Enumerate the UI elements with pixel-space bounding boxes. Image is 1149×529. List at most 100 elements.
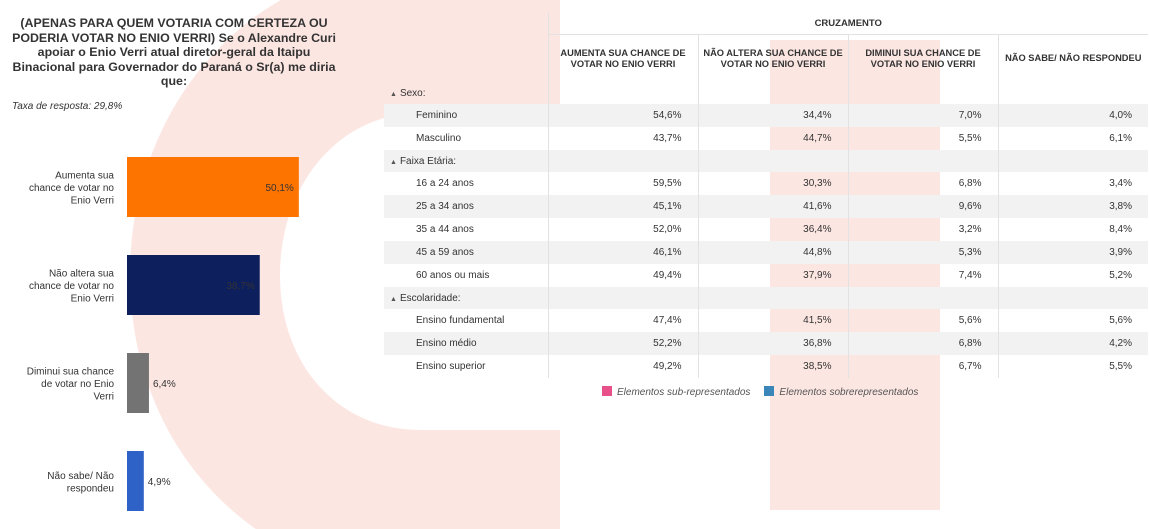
- table-cell: 45,1%: [547, 195, 698, 218]
- crosstab-table: CRUZAMENTO AUMENTA SUA CHANCE DE VOTAR N…: [384, 12, 1149, 378]
- table-cell: 6,1%: [997, 127, 1149, 150]
- bar-chart: 50,1% Aumenta sua chance de votar no Enio V…: [27, 157, 299, 511]
- table-cell: 37,9%: [697, 264, 848, 287]
- table-cell: 7,4%: [847, 264, 998, 287]
- legend: Elementos sub-representados Elementos sob…: [384, 386, 1148, 398]
- group-empty-cell: [997, 150, 1149, 172]
- table-row: 45 a 59 anos 46,1% 44,8% 5,3% 3,9%: [384, 241, 1149, 264]
- row-label: Ensino superior: [416, 361, 486, 372]
- legend-item-2: Elementos sobrerepresentados: [764, 386, 918, 398]
- table-row: 60 anos ou mais 49,4% 37,9% 7,4% 5,2%: [384, 264, 1149, 287]
- group-empty-cell: [847, 150, 998, 172]
- group-label-text: Escolaridade:: [399, 292, 461, 304]
- bar-value-label-1: 50,1%: [265, 183, 293, 194]
- group-empty-cell: [847, 82, 998, 104]
- row-label: 45 a 59 anos: [384, 241, 548, 264]
- collapse-triangle-icon[interactable]: ▲: [390, 90, 397, 98]
- table-cell: 6,8%: [847, 332, 998, 355]
- column-header-2: NÃO ALTERA SUA CHANCE DE VOTAR NO ENIO V…: [697, 34, 848, 82]
- row-label: Ensino médio: [384, 332, 548, 355]
- table-row: Ensino superior 49,2% 38,5% 6,7% 5,5%: [384, 355, 1149, 378]
- table-cell: 49,4%: [547, 264, 698, 287]
- table-cell: 6,7%: [847, 355, 998, 378]
- bar-value-label-3: 6,4%: [153, 379, 176, 390]
- group-empty-cell: [697, 287, 848, 309]
- table-cell: 3,8%: [997, 195, 1149, 218]
- table-row: 16 a 24 anos 59,5% 30,3% 6,8% 3,4%: [384, 172, 1149, 195]
- group-label: ▲ Escolaridade:: [384, 287, 548, 309]
- table-cell: 46,1%: [547, 241, 698, 264]
- group-row: ▲ Sexo:: [384, 82, 1149, 104]
- column-header-1: AUMENTA SUA CHANCE DE VOTAR NO ENIO VERR…: [547, 34, 698, 82]
- table-cell: 59,5%: [547, 172, 698, 195]
- table-cell: 5,6%: [997, 309, 1149, 332]
- table-cell: 38,5%: [697, 355, 848, 378]
- table-row: Ensino médio 52,2% 36,8% 6,8% 4,2%: [384, 332, 1149, 355]
- row-label: Feminino: [384, 104, 548, 127]
- row-label: 25 a 34 anos: [384, 195, 548, 218]
- table-cell: 41,6%: [697, 195, 848, 218]
- table-cell: 5,3%: [847, 241, 998, 264]
- group-label: ▲ Sexo:: [384, 82, 548, 104]
- table-row: 35 a 44 anos 52,0% 36,4% 3,2% 8,4%: [384, 218, 1149, 241]
- table-cell: 36,4%: [697, 218, 848, 241]
- group-empty-cell: [547, 287, 698, 309]
- group-label: ▲ Faixa Etária:: [384, 150, 548, 172]
- table-cell: 4,0%: [997, 104, 1149, 127]
- group-row: ▲ Faixa Etária:: [384, 150, 1149, 172]
- row-label: 60 anos ou mais: [416, 270, 490, 281]
- table-cell: 5,5%: [997, 355, 1149, 378]
- group-empty-cell: [697, 150, 848, 172]
- table-cell: 3,9%: [997, 241, 1149, 264]
- legend-swatch: [764, 386, 775, 396]
- row-label: Ensino fundamental: [416, 315, 505, 326]
- group-row: ▲ Escolaridade:: [384, 287, 1149, 309]
- row-label: Masculino: [416, 133, 462, 144]
- group-label-text: Faixa Etária:: [399, 155, 457, 167]
- collapse-triangle-icon[interactable]: ▲: [390, 295, 397, 303]
- table-row: Ensino fundamental 47,4% 41,5% 5,6% 5,6%: [384, 309, 1149, 332]
- column-header-4: NÃO SABE/ NÃO RESPONDEU: [997, 34, 1149, 82]
- bar-category-label-1: Aumenta sua chance de votar no Enio Verri: [29, 171, 114, 207]
- table-cell: 7,0%: [847, 104, 998, 127]
- table-cell: 43,7%: [547, 127, 698, 150]
- table-cell: 52,2%: [547, 332, 698, 355]
- crosstab-super-header: CRUZAMENTO: [547, 12, 1149, 35]
- bar-category-label-4: Não sabe/ Não respondeu: [47, 471, 114, 495]
- table-cell: 54,6%: [547, 104, 698, 127]
- bar-category-label-3: Diminui sua chance de votar no Enio Verri: [27, 367, 115, 403]
- crosstab-panel: CRUZAMENTO AUMENTA SUA CHANCE DE VOTAR N…: [384, 12, 1149, 398]
- bar-3: [127, 353, 149, 413]
- group-empty-cell: [997, 287, 1149, 309]
- table-cell: 5,6%: [847, 309, 998, 332]
- left-panel: (APENAS PARA QUEM VOTARIA COM CERTEZA OU…: [0, 0, 380, 529]
- bar-category-label-2: Não altera sua chance de votar no Enio Ver…: [29, 269, 114, 305]
- bar-2: [127, 255, 260, 315]
- table-cell: 34,4%: [697, 104, 848, 127]
- table-row: Feminino 54,6% 34,4% 7,0% 4,0%: [384, 104, 1149, 127]
- group-empty-cell: [997, 82, 1149, 104]
- table-cell: 9,6%: [847, 195, 998, 218]
- table-cell: 41,5%: [697, 309, 848, 332]
- table-cell: 44,7%: [697, 127, 848, 150]
- table-cell: 4,2%: [997, 332, 1149, 355]
- table-cell: 8,4%: [997, 218, 1149, 241]
- question-title: (APENAS PARA QUEM VOTARIA COM CERTEZA OU…: [12, 16, 336, 88]
- bar-value-label-2: 38,7%: [226, 281, 254, 292]
- collapse-triangle-icon[interactable]: ▲: [390, 158, 397, 166]
- table-cell: 3,4%: [997, 172, 1149, 195]
- legend-swatch: [602, 386, 612, 396]
- table-cell: 36,8%: [697, 332, 848, 355]
- group-empty-cell: [547, 82, 698, 104]
- group-empty-cell: [697, 82, 848, 104]
- legend-item-1: Elementos sub-representados: [602, 386, 750, 398]
- row-label: 35 a 44 anos: [416, 224, 474, 235]
- table-cell: 30,3%: [697, 172, 848, 195]
- table-cell: 44,8%: [697, 241, 848, 264]
- bar-4: [127, 451, 144, 511]
- row-label: 16 a 24 anos: [416, 178, 474, 189]
- table-row: Masculino 43,7% 44,7% 5,5% 6,1%: [384, 127, 1149, 150]
- bar-1: [127, 157, 299, 217]
- group-empty-cell: [847, 287, 998, 309]
- legend-label: Elementos sobrerepresentados: [779, 387, 919, 398]
